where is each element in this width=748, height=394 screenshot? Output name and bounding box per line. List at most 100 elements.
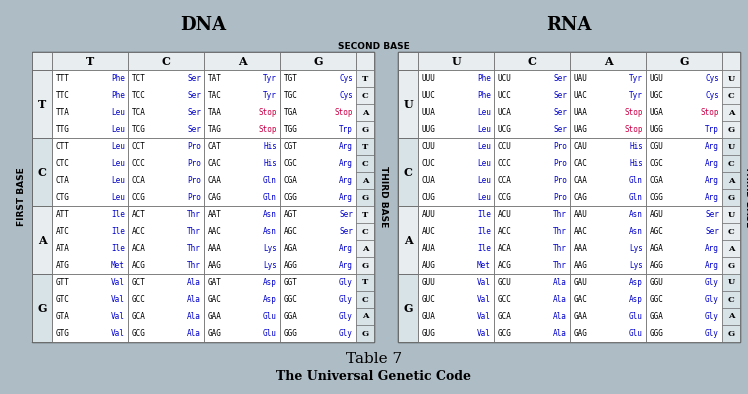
Text: AAA: AAA [208,244,222,253]
Text: CCC: CCC [498,159,512,168]
Bar [356,325,374,342]
Text: Asp: Asp [263,278,277,287]
Text: Val: Val [477,295,491,304]
Text: TAT: TAT [208,74,222,83]
Text: U: U [727,210,735,219]
Text: Thr: Thr [187,210,201,219]
Bar [494,274,570,342]
Text: GGU: GGU [650,278,664,287]
Text: CTA: CTA [56,176,70,185]
Text: T: T [362,74,368,82]
Text: ATA: ATA [56,244,70,253]
Text: UUA: UUA [422,108,436,117]
Text: Arg: Arg [339,193,353,202]
Text: Gln: Gln [629,176,643,185]
Text: Leu: Leu [111,108,125,117]
Text: UUG: UUG [422,125,436,134]
Text: AAU: AAU [574,210,588,219]
Text: Gly: Gly [339,312,353,321]
Text: AGT: AGT [284,210,298,219]
Bar [356,121,374,138]
Text: Pro: Pro [187,176,201,185]
Text: U: U [727,143,735,151]
Bar [12,52,32,342]
Bar [398,52,740,342]
Text: Phe: Phe [111,91,125,100]
Text: Glu: Glu [629,329,643,338]
Text: AAC: AAC [574,227,588,236]
Text: G: G [361,193,369,201]
Text: GCG: GCG [132,329,146,338]
Bar [356,206,374,223]
Text: Val: Val [111,312,125,321]
Text: Gln: Gln [263,193,277,202]
Text: Lys: Lys [263,261,277,270]
Text: Glu: Glu [263,329,277,338]
Text: Leu: Leu [477,176,491,185]
Bar [418,52,494,70]
Text: Arg: Arg [705,261,719,270]
Bar [356,104,374,121]
Text: T: T [38,98,46,110]
Text: CUC: CUC [422,159,436,168]
Text: A: A [728,177,735,184]
Text: Ser: Ser [187,74,201,83]
Text: AGG: AGG [650,261,664,270]
Text: T: T [362,210,368,219]
Bar [204,52,280,70]
Text: G: G [313,56,322,67]
Text: A: A [728,108,735,117]
Text: Pro: Pro [187,193,201,202]
Text: Table 7: Table 7 [346,352,402,366]
Text: CGA: CGA [650,176,664,185]
Bar [570,206,646,274]
Bar [398,138,418,206]
Text: Met: Met [111,261,125,270]
Text: AGG: AGG [284,261,298,270]
Text: Cys: Cys [339,91,353,100]
Bar [646,52,722,70]
Bar [398,52,418,70]
Text: CAG: CAG [208,193,222,202]
Text: G: G [403,303,413,314]
Text: U: U [403,98,413,110]
Bar [418,138,494,206]
Text: GUA: GUA [422,312,436,321]
Bar [128,274,204,342]
Text: U: U [451,56,461,67]
Text: G: G [728,126,735,134]
Text: TGT: TGT [284,74,298,83]
Text: GCT: GCT [132,278,146,287]
Bar [52,70,128,138]
Text: Thr: Thr [187,227,201,236]
Text: T: T [362,279,368,286]
Bar [32,274,52,342]
Text: CUA: CUA [422,176,436,185]
Text: G: G [361,329,369,338]
Text: Cys: Cys [339,74,353,83]
Text: A: A [362,177,368,184]
Text: Leu: Leu [111,159,125,168]
Text: CCC: CCC [132,159,146,168]
Text: Glu: Glu [629,312,643,321]
Text: The Universal Genetic Code: The Universal Genetic Code [277,370,471,383]
Text: Pro: Pro [187,159,201,168]
Text: Phe: Phe [111,74,125,83]
Text: Arg: Arg [705,159,719,168]
Text: Ser: Ser [187,91,201,100]
Text: C: C [404,167,412,178]
Text: C: C [527,56,536,67]
Bar [356,52,374,70]
Text: AAA: AAA [574,244,588,253]
Text: AUU: AUU [422,210,436,219]
Bar [722,155,740,172]
Bar [280,52,356,70]
Text: ACA: ACA [498,244,512,253]
Text: Ser: Ser [553,91,567,100]
Text: Val: Val [477,278,491,287]
Text: Val: Val [111,295,125,304]
Text: CAC: CAC [208,159,222,168]
Text: GAG: GAG [208,329,222,338]
Text: CUG: CUG [422,193,436,202]
Bar [356,70,374,87]
